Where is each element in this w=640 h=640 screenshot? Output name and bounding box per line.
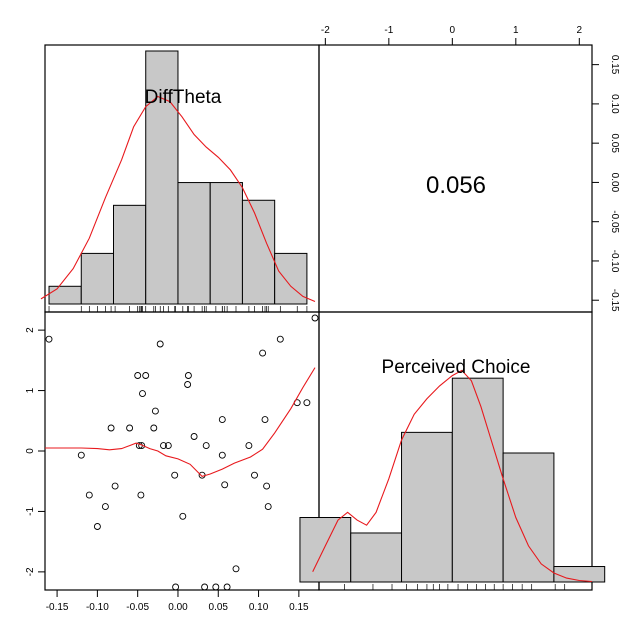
scatter-point [151,407,159,415]
scatter-point [198,471,206,479]
scatter-point [126,424,134,432]
hist-bar [401,431,453,583]
hist-bar [113,204,147,305]
tick-label: 0.15 [609,55,620,75]
tick-label: 0.10 [249,602,269,613]
correlation-value: 0.056 [426,172,486,199]
scatter-point [142,372,150,379]
panel-scatter-frame [44,311,320,591]
scatter-point [107,424,115,432]
scatter-point [111,482,119,490]
rug-difftheta [48,306,308,312]
x-axis-bottom: -0.15 -0.10 -0.05 0.00 0.05 0.10 0.15 [46,590,309,613]
tick-label: -0.05 [126,602,149,613]
scatter-point [221,481,229,489]
tick-label: 1 [513,25,519,36]
hist-bar [80,252,115,305]
scatter-point [137,491,145,499]
scatter-point [245,442,253,450]
tick-label: 0.00 [609,173,620,193]
hist-bar [48,285,82,305]
hist-bar [553,566,606,583]
scatter-point [264,503,272,511]
scatter-point [93,523,101,530]
tick-label: 0.05 [609,133,620,153]
scatter-point [261,416,269,424]
scatter-point [311,314,319,322]
tick-label: -1 [384,25,393,36]
scatter-point [184,372,192,379]
tick-label: 0.10 [609,94,620,114]
scatter-point [85,491,93,499]
scatter-point [164,442,172,450]
scatter-point [259,349,267,357]
tick-label: 2 [25,327,36,333]
tick-label: 0.00 [168,602,188,613]
tick-label: -0.15 [609,289,620,312]
tick-label: 2 [577,25,583,36]
tick-label: -1 [25,507,36,516]
hist-bar [209,182,243,305]
scatter-points [45,314,319,591]
hist-bar [502,452,555,583]
hist-bar [350,532,403,583]
panel-perceived-frame [318,311,593,591]
hist-perceived-choice [299,377,606,583]
scatter-point [303,399,311,407]
scatter-point [101,503,109,511]
scatter-point [172,583,180,591]
hist-bar [299,517,352,583]
density-perceived-choice [312,369,593,583]
scatter-point [276,335,284,343]
hist-bar [145,50,179,305]
hist-bar [451,377,504,583]
scatter-point [201,583,209,591]
tick-label: -0.10 [609,250,620,273]
tick-label: 0 [450,25,456,36]
scatter-point [179,512,187,520]
tick-label: 0 [25,448,36,454]
scatter-point [77,451,85,459]
rug-perceived-choice [344,584,566,590]
scatter-point [150,424,158,432]
y-axis-left: -2 -1 0 1 2 [25,327,45,576]
scatter-point [139,390,146,398]
scatter-point [171,471,179,479]
tick-label: -2 [25,567,36,576]
scatter-point [45,335,53,343]
scatter-point [184,381,192,388]
scatter-point [218,451,226,459]
scatter-point [263,482,271,490]
tick-label: -0.10 [86,602,109,613]
scatter-point [138,442,146,450]
tick-label: 1 [25,387,36,393]
scatter-point [218,416,226,424]
tick-label: 0.15 [289,602,309,613]
variable-label-perceived-choice: Perceived Choice [382,357,531,378]
smooth-line [45,367,316,478]
scatter-point [232,565,240,573]
variable-label-difftheta: DiffTheta [145,87,222,108]
y-axis-right: -0.15 -0.10 -0.05 0.00 0.05 0.10 0.15 [592,55,620,312]
scatter-point [134,372,142,379]
scatter-point [212,583,220,591]
scatter-point [156,340,164,348]
scatter-point [190,433,198,440]
tick-label: -0.15 [46,602,69,613]
hist-bar [241,199,276,305]
scatter-point [251,471,258,479]
hist-bar [177,182,211,305]
tick-label: -2 [321,25,330,36]
scatter-point [160,442,167,450]
scatter-point [223,583,231,591]
hist-difftheta [48,50,308,305]
x-axis-top: -2 -1 0 1 2 [321,25,583,46]
density-difftheta [40,95,316,303]
tick-label: -0.05 [609,210,620,233]
tick-label: 0.05 [209,602,229,613]
scatter-point [202,442,210,450]
